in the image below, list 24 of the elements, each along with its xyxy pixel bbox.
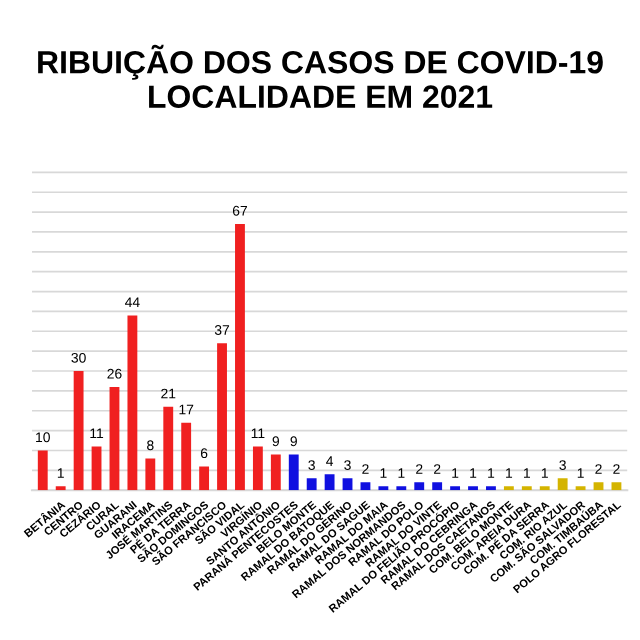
bar bbox=[199, 466, 210, 491]
bar bbox=[360, 482, 371, 491]
bar bbox=[73, 371, 84, 491]
bar bbox=[611, 482, 622, 491]
bar bbox=[324, 474, 335, 491]
bar bbox=[217, 343, 227, 491]
bar bbox=[109, 386, 120, 491]
bar bbox=[252, 446, 263, 491]
bar bbox=[163, 406, 174, 491]
bar bbox=[593, 482, 604, 491]
bar bbox=[181, 422, 192, 491]
bar bbox=[127, 315, 138, 491]
bar bbox=[557, 478, 568, 491]
bar bbox=[91, 446, 102, 491]
bar bbox=[342, 478, 353, 491]
bar bbox=[432, 482, 443, 491]
bar bbox=[235, 224, 245, 491]
bar bbox=[414, 482, 425, 491]
bar bbox=[306, 478, 317, 491]
bar bbox=[288, 454, 299, 491]
bar bbox=[270, 454, 281, 491]
bar bbox=[145, 458, 156, 491]
chart-title: RIBUIÇÃO DOS CASOS DE COVID-19 LOCALIDADE EM 2021 bbox=[38, 44, 603, 108]
bar bbox=[37, 450, 48, 491]
